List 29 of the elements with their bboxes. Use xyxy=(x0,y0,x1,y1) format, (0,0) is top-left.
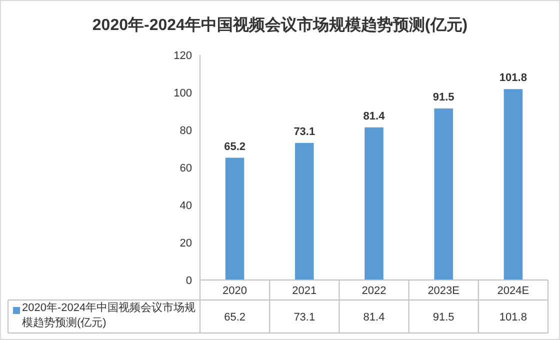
x-tick-label: 2022 xyxy=(362,285,386,297)
bar xyxy=(225,158,244,280)
data-label: 101.8 xyxy=(499,72,527,84)
text: 91.5 xyxy=(432,312,454,324)
y-tick-label: 100 xyxy=(174,88,192,100)
bar xyxy=(434,108,453,280)
data-label: 81.4 xyxy=(363,110,386,122)
bar xyxy=(364,127,384,280)
x-tick-label: 2021 xyxy=(292,285,317,297)
data-label: 65.2 xyxy=(224,140,246,153)
data-label: 91.5 xyxy=(432,91,454,104)
y-tick-label: 40 xyxy=(180,200,192,212)
bar xyxy=(504,89,523,280)
legend-label: 2020年-2024年中国视频会议市场规模趋势预测(亿元) xyxy=(22,301,197,331)
chart-title: 2020年-2024年中国视频会议市场规模趋势预测(亿元) xyxy=(92,16,468,34)
y-tick-label: 20 xyxy=(180,238,192,250)
x-tick-label: 2024E xyxy=(497,285,530,297)
y-tick-label: 120 xyxy=(174,50,192,62)
y-tick-label: 0 xyxy=(186,275,192,287)
text: 73.1 xyxy=(294,312,316,324)
y-tick-label: 80 xyxy=(180,125,192,137)
x-tick-label: 2020 xyxy=(222,285,248,297)
text: 65.2 xyxy=(224,312,246,324)
x-tick-label: 2023E xyxy=(428,285,460,297)
data-label: 73.1 xyxy=(294,126,316,138)
y-tick-label: 60 xyxy=(180,162,192,174)
bar xyxy=(295,142,314,280)
text: 81.4 xyxy=(363,312,385,324)
text: 101.8 xyxy=(499,312,527,324)
